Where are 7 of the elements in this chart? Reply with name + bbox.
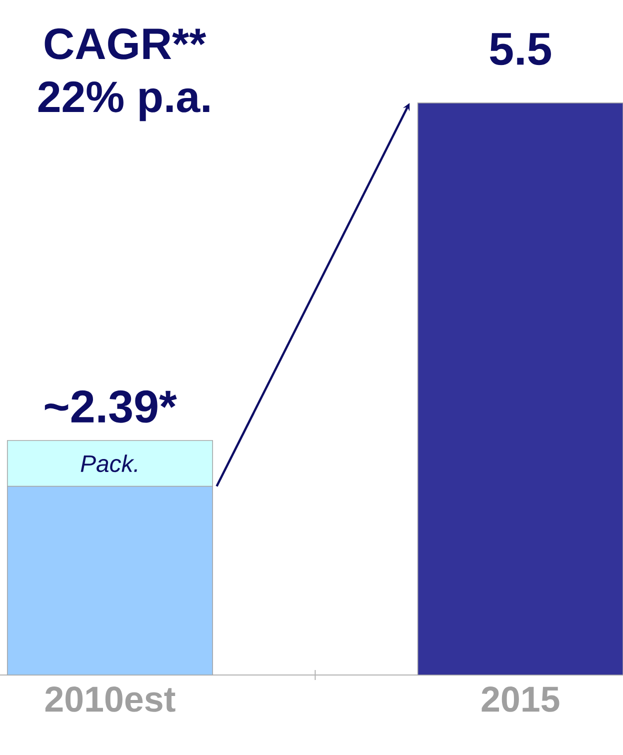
- text: CAGR**: [44, 28, 206, 60]
- annotation: ~2.39*: [44, 390, 177, 423]
- x-tick-label: 2015: [482, 686, 560, 712]
- series-label: Pack.: [80, 454, 137, 472]
- text: 5.5: [490, 33, 551, 66]
- x-tick-label: 2010est: [45, 686, 176, 712]
- annotation: 22% p.a.: [38, 81, 210, 122]
